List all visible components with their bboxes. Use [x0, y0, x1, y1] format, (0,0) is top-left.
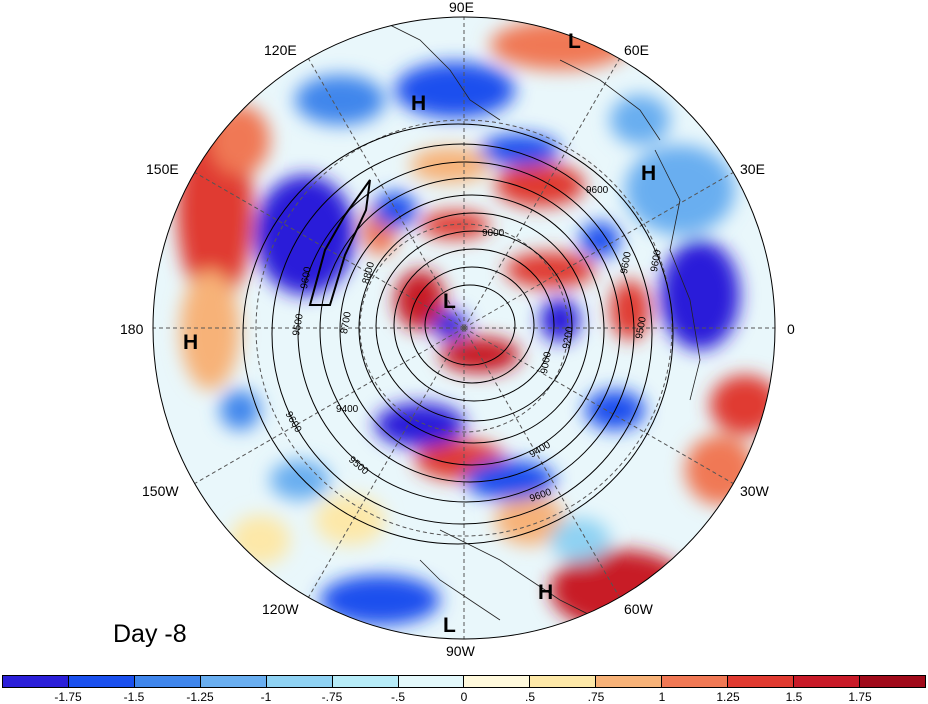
- pressure-high-marker: H: [538, 581, 554, 604]
- colorbar-segment: [134, 676, 201, 687]
- graticule: [153, 17, 775, 639]
- lon-label-150e: 150E: [146, 161, 179, 177]
- colorbar-tick-label: -.75: [321, 690, 343, 704]
- contour-label: 9600: [619, 251, 634, 275]
- contour-label: 8700: [339, 311, 354, 335]
- pressure-high-marker: H: [411, 92, 427, 115]
- pressure-high-marker: H: [183, 331, 199, 354]
- lon-label-120e: 120E: [264, 42, 297, 58]
- colorbar-segment: [266, 676, 333, 687]
- contour-label: 9000: [539, 351, 554, 375]
- colorbar-segment: [859, 676, 925, 687]
- lon-label-90e: 90E: [449, 0, 474, 15]
- contour-label: 9000: [482, 228, 505, 239]
- colorbar-segment: [596, 676, 663, 687]
- colorbar-tick-label: -1: [260, 690, 272, 704]
- height-contours: [242, 123, 674, 545]
- colorbar-segment: [728, 676, 795, 687]
- lon-label-60e: 60E: [624, 42, 649, 58]
- colorbar-tick-label: 1: [658, 690, 666, 704]
- colorbar-segment: [398, 676, 465, 687]
- anomaly-field: [177, 20, 775, 630]
- map-border: [152, 16, 776, 640]
- lon-label-90w: 90W: [446, 643, 475, 659]
- colorbar-segment: [794, 676, 860, 687]
- colorbar-tick-label: 1.25: [716, 690, 740, 704]
- contour-label: 9400: [336, 404, 359, 415]
- colorbar-tick-label: 0: [460, 690, 468, 704]
- contour-label: 9600: [586, 185, 609, 196]
- colorbar-tick-label: -1.75: [54, 690, 82, 704]
- colorbar-segment: [662, 676, 729, 687]
- pressure-low-marker: L: [568, 30, 581, 53]
- contour-label: 9600: [649, 249, 664, 273]
- contour-label: 9200: [561, 326, 576, 350]
- colorbar-segment: [332, 676, 399, 687]
- colorbar: [2, 675, 926, 688]
- lon-label-180: 180: [120, 321, 144, 337]
- colorbar-tick-label: -1.5: [123, 690, 145, 704]
- pressure-high-marker: H: [641, 162, 657, 185]
- colorbar-tick-label: 1.5: [785, 690, 803, 704]
- pressure-low-marker: L: [443, 290, 456, 313]
- colorbar-segment: [200, 676, 267, 687]
- contour-label: 9500: [291, 313, 306, 337]
- colorbar-tick-label: 1.75: [848, 690, 872, 704]
- contour-label: 9500: [634, 316, 649, 340]
- colorbar-tick-label: .75: [587, 690, 605, 704]
- day-label: Day -8: [113, 620, 187, 648]
- lon-label-30e: 30E: [740, 161, 765, 177]
- colorbar-segment: [464, 676, 531, 687]
- lon-label-30w: 30W: [740, 483, 769, 499]
- lon-label-60w: 60W: [624, 601, 653, 617]
- lon-label-150w: 150W: [142, 483, 179, 499]
- lon-label-0: 0: [787, 321, 795, 337]
- colorbar-tick-label: -1.25: [186, 690, 214, 704]
- lon-label-120w: 120W: [262, 601, 299, 617]
- colorbar-tick-label: .5: [524, 690, 536, 704]
- colorbar-segment: [530, 676, 597, 687]
- pressure-low-marker: L: [443, 614, 456, 637]
- contour-label: 9600: [299, 266, 314, 290]
- colorbar-tick-label: -.5: [390, 690, 406, 704]
- colorbar-segment: [3, 676, 69, 687]
- colorbar-segment: [68, 676, 135, 687]
